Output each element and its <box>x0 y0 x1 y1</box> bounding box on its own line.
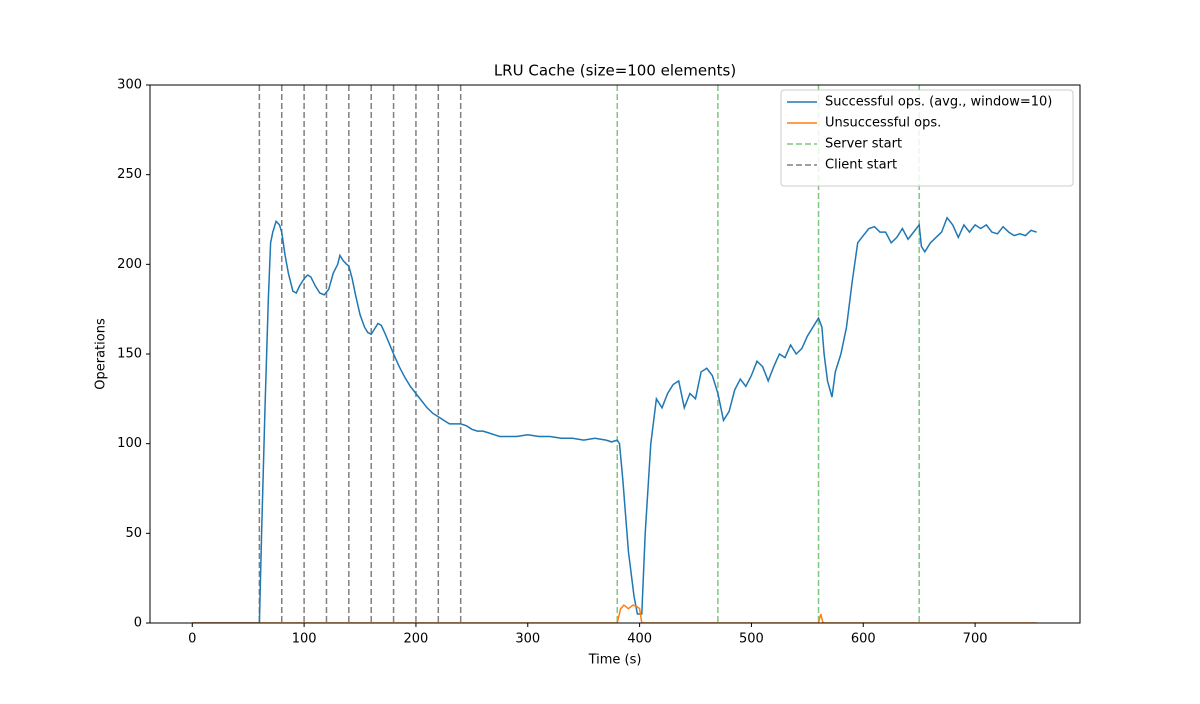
x-tick-label: 600 <box>851 632 876 647</box>
y-tick-label: 100 <box>117 436 142 451</box>
y-tick-label: 300 <box>117 78 142 93</box>
y-tick-label: 0 <box>134 616 142 631</box>
y-tick-label: 250 <box>117 167 142 182</box>
y-tick-label: 150 <box>117 347 142 362</box>
legend-box <box>780 89 1074 187</box>
y-tick-label: 200 <box>117 257 142 272</box>
legend-label: Server start <box>825 137 902 152</box>
x-tick-label: 100 <box>292 632 317 647</box>
chart-title: LRU Cache (size=100 elements) <box>494 62 736 80</box>
x-tick-label: 0 <box>188 632 196 647</box>
series-line <box>192 216 1037 623</box>
x-tick-label: 400 <box>627 632 652 647</box>
y-axis-label: Operations <box>94 318 109 390</box>
x-axis-label: Time (s) <box>588 653 642 668</box>
legend-label: Unsuccessful ops. <box>825 116 941 131</box>
y-tick-label: 50 <box>125 526 142 541</box>
x-tick-label: 700 <box>963 632 988 647</box>
series-line <box>192 604 1037 623</box>
legend-label: Client start <box>825 158 897 173</box>
plot-frame <box>149 84 1081 624</box>
legend-label: Successful ops. (avg., window=10) <box>825 95 1052 110</box>
x-tick-label: 200 <box>404 632 429 647</box>
x-tick-label: 500 <box>739 632 764 647</box>
x-tick-label: 300 <box>515 632 540 647</box>
